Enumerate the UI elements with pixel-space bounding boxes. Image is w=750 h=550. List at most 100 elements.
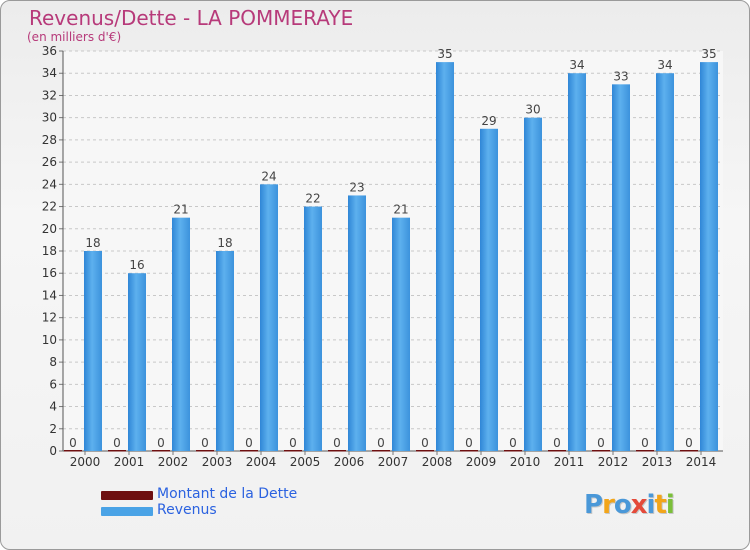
- y-tick-label: 34: [42, 66, 57, 80]
- x-tick-label: 2008: [422, 455, 453, 469]
- bar-revenus: [612, 84, 630, 451]
- proxiti-logo: Proxiti: [584, 490, 675, 520]
- data-label-revenus: 21: [393, 203, 408, 217]
- x-tick-label: 2007: [378, 455, 409, 469]
- x-tick-label: 2012: [598, 455, 629, 469]
- y-tick-label: 20: [42, 222, 57, 236]
- y-tick-label: 4: [49, 400, 57, 414]
- bar-revenus: [348, 195, 366, 451]
- bar-revenus: [84, 251, 102, 451]
- x-tick-label: 2011: [554, 455, 585, 469]
- data-label-revenus: 24: [261, 169, 276, 183]
- data-label-dette: 0: [421, 436, 429, 450]
- legend-swatch-revenus: [101, 507, 153, 516]
- bar-revenus: [568, 73, 586, 451]
- y-tick-label: 18: [42, 244, 57, 258]
- data-label-dette: 0: [113, 436, 121, 450]
- bar-revenus: [216, 251, 234, 451]
- bar-dette: [240, 450, 258, 452]
- logo-letter: i: [646, 490, 656, 520]
- data-label-revenus: 34: [569, 58, 584, 72]
- logo-letter: r: [602, 490, 615, 520]
- x-tick-label: 2006: [334, 455, 365, 469]
- logo-letter: i: [665, 490, 675, 520]
- data-label-revenus: 18: [85, 236, 100, 250]
- data-label-dette: 0: [245, 436, 253, 450]
- bar-revenus: [480, 128, 498, 451]
- data-label-dette: 0: [685, 436, 693, 450]
- data-label-revenus: 33: [613, 69, 628, 83]
- bar-dette: [416, 450, 434, 452]
- bar-dette: [284, 450, 302, 452]
- bar-dette: [636, 450, 654, 452]
- x-tick-label: 2013: [642, 455, 673, 469]
- bar-dette: [372, 450, 390, 452]
- y-tick-label: 36: [42, 44, 57, 58]
- data-label-dette: 0: [553, 436, 561, 450]
- y-tick-label: 22: [42, 200, 57, 214]
- x-tick-label: 2005: [290, 455, 321, 469]
- x-tick-label: 2003: [202, 455, 233, 469]
- bar-dette: [152, 450, 170, 452]
- x-tick-label: 2000: [70, 455, 101, 469]
- bar-revenus: [392, 217, 410, 451]
- x-tick-label: 2014: [686, 455, 717, 469]
- y-tick-label: 30: [42, 111, 57, 125]
- data-label-revenus: 18: [217, 236, 232, 250]
- data-label-dette: 0: [465, 436, 473, 450]
- bar-revenus: [304, 206, 322, 451]
- bar-revenus: [260, 184, 278, 452]
- legend-label-dette: Montant de la Dette: [157, 486, 298, 502]
- x-tick-label: 2001: [114, 455, 145, 469]
- data-label-revenus: 29: [481, 114, 496, 128]
- data-label-revenus: 16: [129, 258, 144, 272]
- bar-revenus: [436, 62, 454, 451]
- bar-dette: [328, 450, 346, 452]
- bar-revenus: [128, 273, 146, 451]
- data-label-dette: 0: [157, 436, 165, 450]
- data-label-dette: 0: [69, 436, 77, 450]
- data-label-revenus: 21: [173, 203, 188, 217]
- logo-letter: x: [630, 490, 648, 520]
- data-label-dette: 0: [509, 436, 517, 450]
- y-tick-label: 26: [42, 155, 57, 169]
- x-tick-label: 2004: [246, 455, 277, 469]
- y-tick-label: 10: [42, 333, 57, 347]
- bar-revenus: [524, 117, 542, 452]
- y-tick-label: 16: [42, 266, 57, 280]
- logo-letter: o: [613, 490, 632, 520]
- bar-dette: [504, 450, 522, 452]
- data-label-dette: 0: [597, 436, 605, 450]
- data-label-revenus: 23: [349, 180, 364, 194]
- data-label-dette: 0: [377, 436, 385, 450]
- data-label-dette: 0: [641, 436, 649, 450]
- data-label-revenus: 35: [437, 47, 452, 61]
- bar-dette: [64, 450, 82, 452]
- bar-dette: [592, 450, 610, 452]
- data-labels: 0 18 0 16 0 21 0 18 0 24 0 22 0 23 0 21 0 35 0 29 0 30 0 34 0 33 0…: [69, 47, 716, 450]
- y-tick-label: 0: [49, 444, 57, 458]
- chart-title: Revenus/Dette - LA POMMERAYE: [29, 6, 354, 30]
- data-label-dette: 0: [289, 436, 297, 450]
- bar-revenus: [656, 73, 674, 451]
- y-tick-label: 8: [49, 355, 57, 369]
- y-tick-label: 14: [42, 288, 57, 302]
- data-label-revenus: 34: [657, 58, 672, 72]
- x-tick-label: 2010: [510, 455, 541, 469]
- data-label-dette: 0: [333, 436, 341, 450]
- y-tick-label: 6: [49, 377, 57, 391]
- logo-letter: t: [654, 490, 666, 520]
- y-tick-label: 2: [49, 422, 57, 436]
- data-label-revenus: 22: [305, 192, 320, 206]
- y-tick-label: 32: [42, 88, 57, 102]
- x-tick-label: 2002: [158, 455, 189, 469]
- chart-subtitle: (en milliers d'€): [27, 30, 122, 44]
- logo-letter: P: [584, 490, 603, 520]
- y-tick-label: 24: [42, 177, 57, 191]
- bar-dette: [548, 450, 566, 452]
- bars: [64, 62, 718, 452]
- bar-dette: [680, 450, 698, 452]
